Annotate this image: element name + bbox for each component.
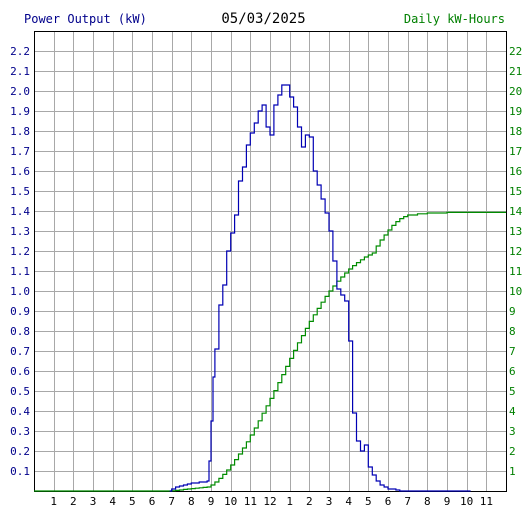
x-tick-label: 11: [480, 495, 493, 508]
plot-frame: [34, 31, 507, 492]
y2-tick-label: 8: [509, 325, 516, 338]
y-tick-label: 1.9: [10, 105, 30, 118]
y-tick-label: 2.0: [10, 85, 30, 98]
y2-tick-label: 10: [509, 285, 522, 298]
y2-tick-label: 1: [509, 465, 516, 478]
y2-tick-label: 6: [509, 365, 516, 378]
x-tick-label: 1: [286, 495, 293, 508]
x-tick-label: 4: [345, 495, 352, 508]
x-tick-label: 6: [385, 495, 392, 508]
x-tick-label: 5: [365, 495, 372, 508]
x-tick-label: 1: [50, 495, 57, 508]
y2-tick-label: 19: [509, 105, 522, 118]
y-tick-label: 1.7: [10, 145, 30, 158]
x-tick-label: 8: [424, 495, 431, 508]
x-tick-label: 4: [109, 495, 116, 508]
x-tick-label: 5: [129, 495, 136, 508]
y-tick-label: 2.2: [10, 45, 30, 58]
x-tick-label: 9: [444, 495, 451, 508]
y-tick-label: 1.1: [10, 265, 30, 278]
y2-tick-label: 20: [509, 85, 522, 98]
x-tick-label: 12: [263, 495, 276, 508]
y2-tick-label: 18: [509, 125, 522, 138]
y2-tick-label: 7: [509, 345, 516, 358]
x-tick-label: 8: [188, 495, 195, 508]
y-tick-label: 0.1: [10, 465, 30, 478]
y-tick-label: 0.4: [10, 405, 30, 418]
y-tick-label: 0.6: [10, 365, 30, 378]
x-tick-label: 2: [306, 495, 313, 508]
y2-tick-label: 15: [509, 185, 522, 198]
y-tick-label: 0.5: [10, 385, 30, 398]
y-tick-label: 0.3: [10, 425, 30, 438]
x-tick-label: 3: [326, 495, 333, 508]
y2-tick-label: 9: [509, 305, 516, 318]
y2-tick-label: 3: [509, 425, 516, 438]
x-tick-label: 7: [404, 495, 411, 508]
x-tick-label: 2: [70, 495, 77, 508]
chart-title: 05/03/2025: [221, 11, 306, 27]
x-tick-label: 10: [224, 495, 237, 508]
series-line-daily-kwh: [34, 211, 506, 492]
y-tick-label: 0.2: [10, 445, 30, 458]
x-tick-label: 7: [168, 495, 175, 508]
left-axis-title: Power Output (kW): [24, 12, 147, 26]
y2-tick-label: 17: [509, 145, 522, 158]
y-tick-label: 1.8: [10, 125, 30, 138]
x-tick-label: 6: [149, 495, 156, 508]
y2-tick-label: 5: [509, 385, 516, 398]
right-axis-title: Daily kW-Hours: [403, 12, 505, 26]
x-tick-label: 11: [244, 495, 257, 508]
y2-tick-label: 12: [509, 245, 522, 258]
y2-tick-label: 2: [509, 445, 516, 458]
y-tick-label: 1.0: [10, 285, 30, 298]
y-tick-label: 1.4: [10, 205, 30, 218]
y-tick-label: 0.9: [10, 305, 30, 318]
y-tick-label: 2.1: [10, 65, 30, 78]
y-tick-label: 1.5: [10, 185, 30, 198]
y2-tick-label: 13: [509, 225, 522, 238]
x-tick-label: 3: [90, 495, 97, 508]
y-tick-label: 1.3: [10, 225, 30, 238]
x-tick-label: 9: [208, 495, 215, 508]
y2-tick-label: 11: [509, 265, 522, 278]
x-tick-label: 10: [460, 495, 473, 508]
y2-tick-label: 22: [509, 45, 522, 58]
y2-tick-label: 4: [509, 405, 516, 418]
y-tick-label: 0.8: [10, 325, 30, 338]
y2-tick-label: 21: [509, 65, 522, 78]
series-line-power-output: [169, 84, 471, 492]
y-tick-label: 1.2: [10, 245, 30, 258]
y-tick-label: 1.6: [10, 165, 30, 178]
y2-tick-label: 16: [509, 165, 522, 178]
y2-tick-label: 14: [509, 205, 523, 218]
y-tick-label: 0.7: [10, 345, 30, 358]
